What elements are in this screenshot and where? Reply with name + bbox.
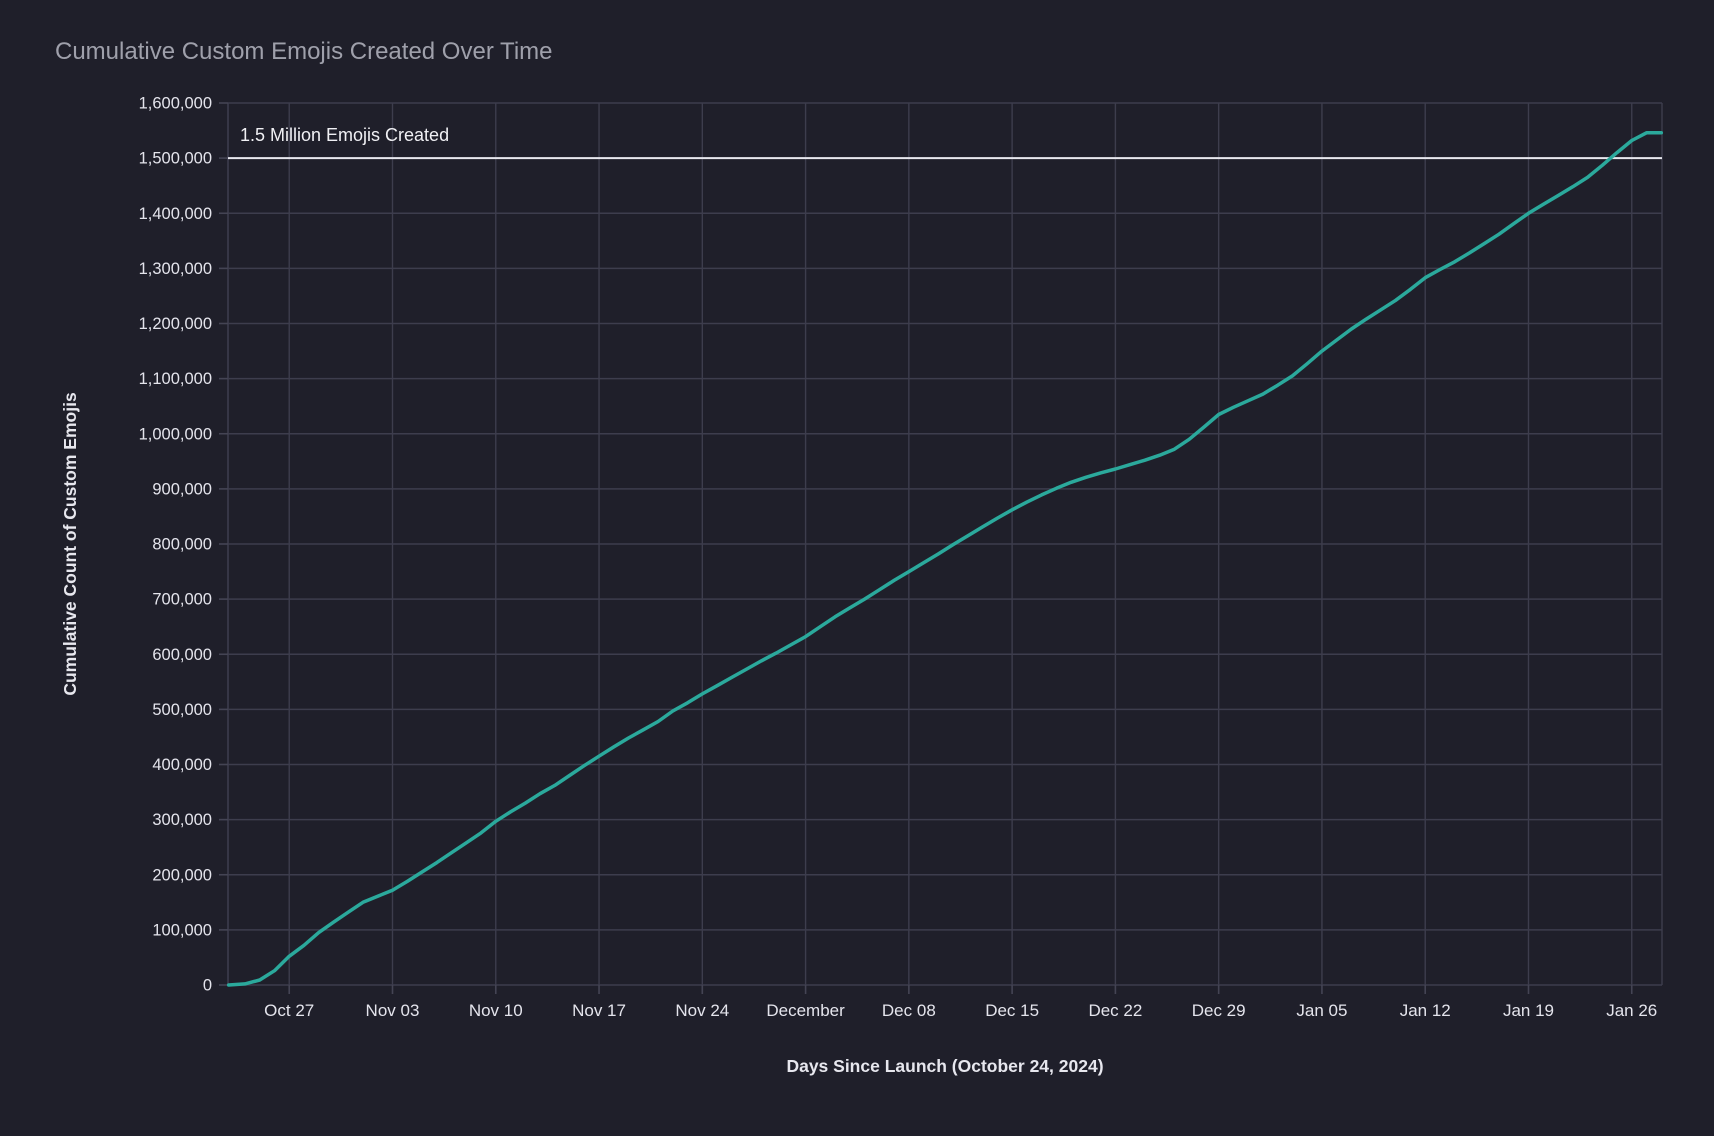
annotation-label: 1.5 Million Emojis Created (240, 125, 449, 145)
y-tick-label: 400,000 (152, 756, 212, 774)
x-tick-label: Jan 26 (1606, 1001, 1657, 1020)
y-tick-label: 900,000 (152, 480, 212, 498)
y-tick-label: 800,000 (152, 536, 212, 554)
x-tick-label: Dec 15 (985, 1001, 1039, 1020)
x-tick-label: Dec 22 (1088, 1001, 1142, 1020)
x-tick-label: Nov 03 (366, 1001, 420, 1020)
x-tick-label: Jan 19 (1503, 1001, 1554, 1020)
x-tick-label: Dec 08 (882, 1001, 936, 1020)
y-tick-label: 1,300,000 (139, 260, 212, 278)
y-tick-label: 1,600,000 (139, 95, 212, 113)
y-tick-label: 300,000 (152, 811, 212, 829)
y-tick-label: 1,500,000 (139, 150, 212, 168)
y-axis-title: Cumulative Count of Custom Emojis (60, 392, 80, 696)
x-tick-label: Oct 27 (264, 1001, 314, 1020)
x-tick-label: Nov 24 (675, 1001, 729, 1020)
y-tick-label: 500,000 (152, 701, 212, 719)
chart-title: Cumulative Custom Emojis Created Over Ti… (55, 38, 552, 65)
x-tick-label: Jan 05 (1296, 1001, 1347, 1020)
y-tick-label: 100,000 (152, 921, 212, 939)
x-tick-label: Nov 10 (469, 1001, 523, 1020)
x-tick-label: December (766, 1001, 845, 1020)
y-tick-label: 0 (203, 977, 212, 995)
x-tick-label: Jan 12 (1400, 1001, 1451, 1020)
series-line-cumulative-emojis (226, 131, 1664, 987)
y-tick-label: 700,000 (152, 591, 212, 609)
y-tick-label: 1,100,000 (139, 370, 212, 388)
y-tick-label: 200,000 (152, 866, 212, 884)
y-tick-label: 600,000 (152, 646, 212, 664)
y-tick-label: 1,400,000 (139, 205, 212, 223)
x-axis-title: Days Since Launch (October 24, 2024) (786, 1056, 1103, 1076)
y-tick-label: 1,200,000 (139, 315, 212, 333)
x-tick-label: Dec 29 (1192, 1001, 1246, 1020)
x-tick-label: Nov 17 (572, 1001, 626, 1020)
y-tick-label: 1,000,000 (139, 425, 212, 443)
